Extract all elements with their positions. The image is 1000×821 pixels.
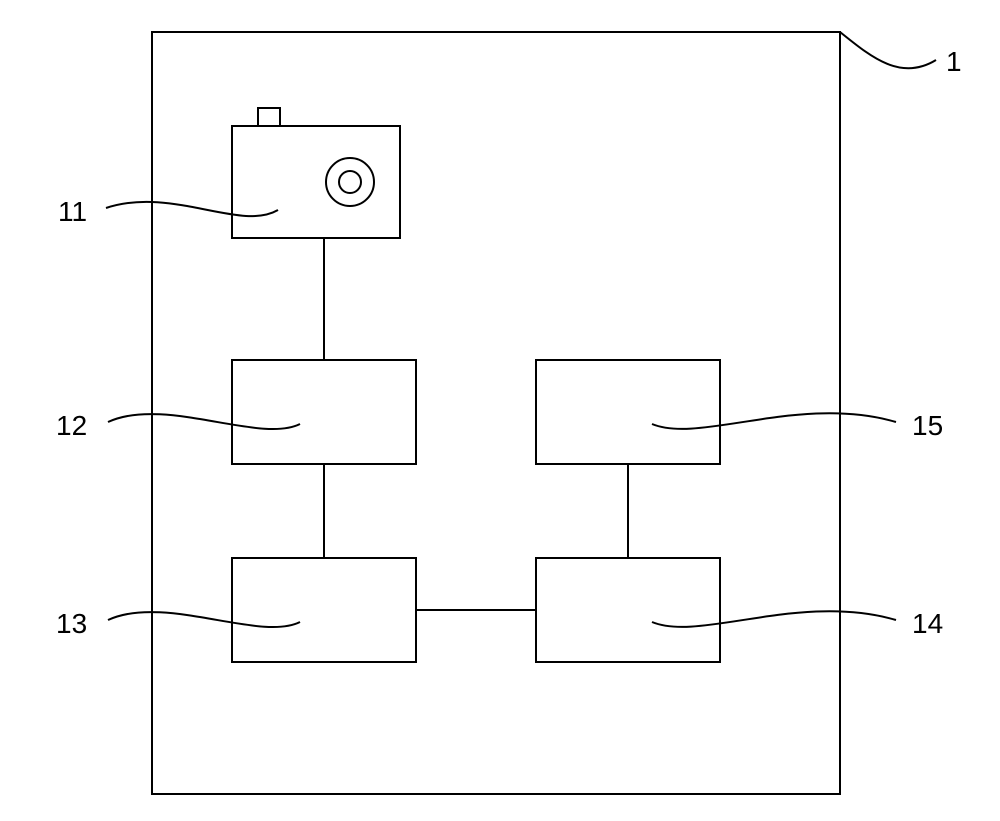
block-diagram <box>0 0 1000 821</box>
label-11: 11 <box>58 196 87 228</box>
block15 <box>536 360 720 464</box>
leader-l12 <box>108 414 300 429</box>
block14 <box>536 558 720 662</box>
camera-lens-outer <box>326 158 374 206</box>
camera-button <box>258 108 280 126</box>
camera-lens-inner <box>339 171 361 193</box>
leader-l14 <box>652 611 896 627</box>
container-box <box>152 32 840 794</box>
leader-l13 <box>108 612 300 627</box>
leader-l15 <box>652 413 896 429</box>
block13 <box>232 558 416 662</box>
label-14: 14 <box>912 608 943 640</box>
block12 <box>232 360 416 464</box>
label-15: 15 <box>912 410 943 442</box>
label-13: 13 <box>56 608 87 640</box>
label-1: 1 <box>946 46 962 78</box>
leader-l1 <box>840 32 936 68</box>
leader-l11 <box>106 202 278 216</box>
label-12: 12 <box>56 410 87 442</box>
